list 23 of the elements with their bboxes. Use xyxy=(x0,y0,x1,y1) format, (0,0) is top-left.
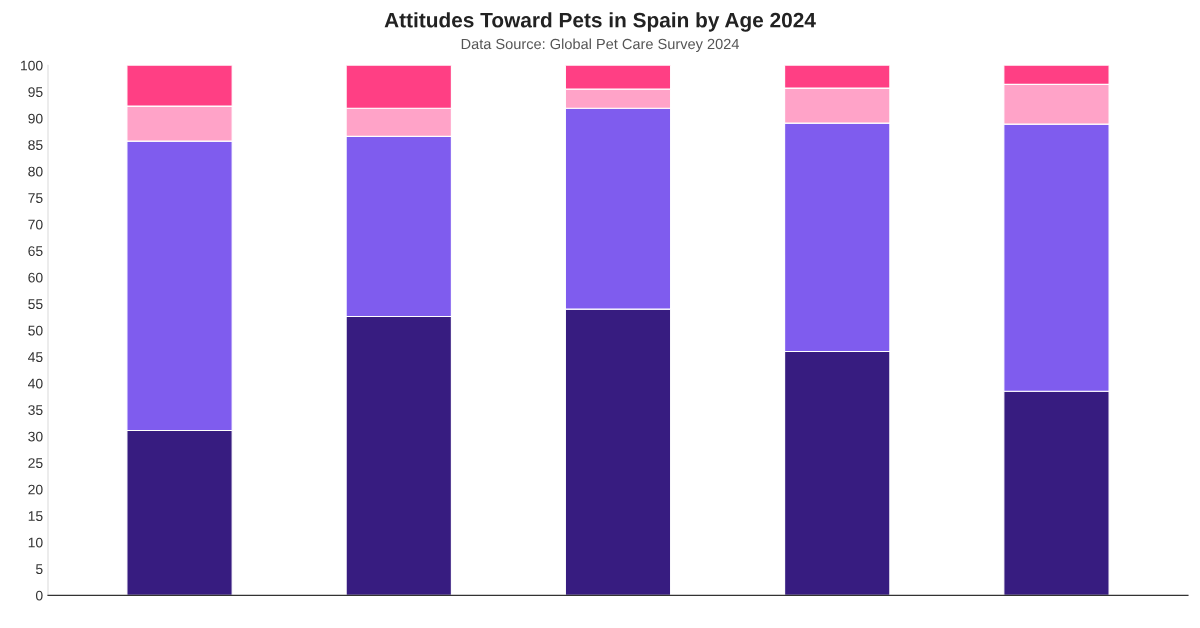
y-tick-label: 70 xyxy=(28,219,43,230)
y-tick-label: 10 xyxy=(28,537,43,548)
y-tick-label: 5 xyxy=(35,564,43,575)
y-tick-label: 80 xyxy=(28,166,43,177)
y-tick-label: 65 xyxy=(28,246,43,256)
y-tick-label: 100 xyxy=(21,60,43,71)
y-tick-label: 40 xyxy=(28,378,43,389)
y-tick-label: 50 xyxy=(28,325,43,336)
y-tick-label: 45 xyxy=(28,352,43,362)
y-tick-label: 30 xyxy=(28,431,43,442)
y-tick-label: 95 xyxy=(28,87,43,97)
y-tick-label: 20 xyxy=(28,484,43,495)
y-tick-label: 90 xyxy=(28,113,43,124)
y-tick-label: 85 xyxy=(28,140,43,150)
y-tick-label: 15 xyxy=(28,511,43,522)
y-tick-label: 60 xyxy=(28,272,43,283)
y-tick-label: 55 xyxy=(28,299,43,309)
y-tick-label: 0 xyxy=(35,590,43,601)
chart-subtitle: Data Source: Global Pet Care Survey 2024 xyxy=(461,38,740,53)
y-tick-label: 25 xyxy=(28,458,43,469)
chart-title: Attitudes Toward Pets in Spain by Age 2024 xyxy=(384,12,816,32)
y-tick-label: 75 xyxy=(28,193,43,203)
y-tick-label: 35 xyxy=(28,405,43,415)
